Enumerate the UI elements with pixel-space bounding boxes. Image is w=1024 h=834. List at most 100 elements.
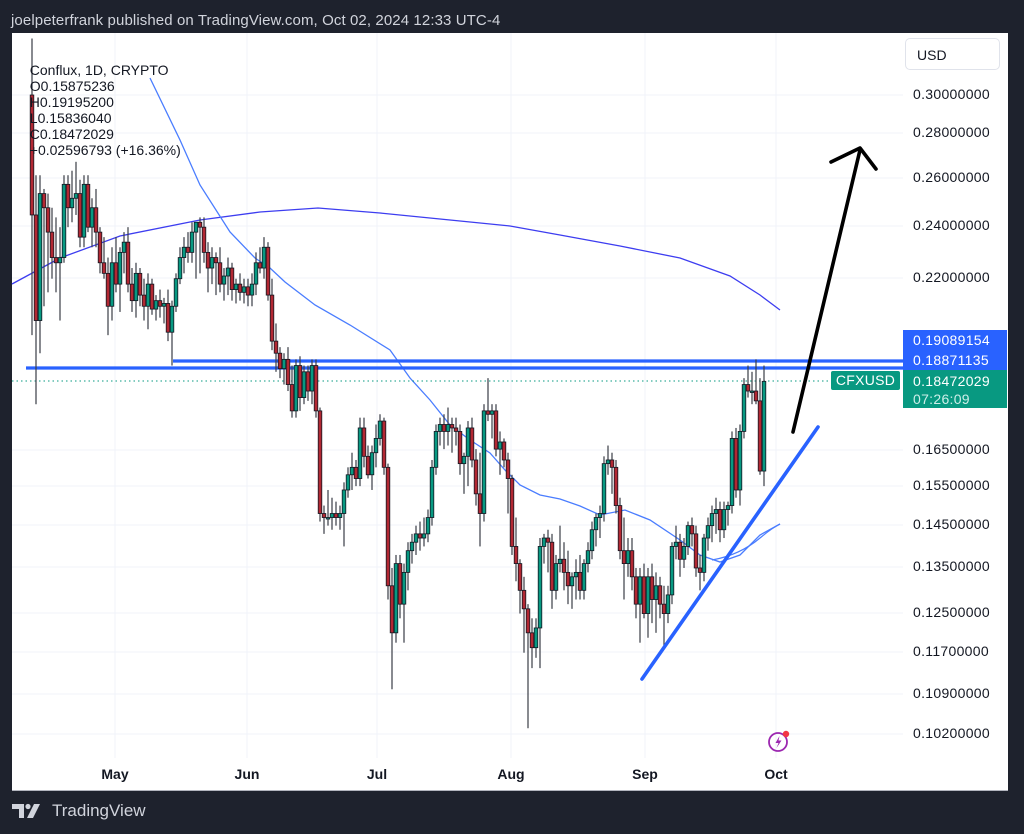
currency-button[interactable]: USD — [905, 38, 1000, 70]
candle — [221, 275, 227, 285]
candle — [369, 452, 375, 476]
candle — [549, 541, 555, 591]
candle — [457, 431, 463, 465]
candle — [449, 424, 455, 429]
candle — [657, 585, 663, 605]
candle — [261, 246, 267, 269]
candle — [93, 207, 99, 233]
candle — [101, 262, 107, 274]
candle — [393, 563, 399, 634]
candle — [241, 286, 247, 293]
candle — [617, 505, 623, 552]
candle — [365, 455, 371, 476]
candle — [361, 427, 367, 457]
candle — [441, 424, 447, 432]
footer-brand: TradingView — [12, 801, 146, 821]
candle — [229, 267, 235, 290]
candle — [609, 459, 615, 468]
events-lightning-icon[interactable] — [767, 729, 791, 753]
candle — [333, 513, 339, 518]
candle — [177, 257, 183, 280]
legend-low: L0.15836040 — [29, 110, 112, 126]
candle — [577, 571, 583, 591]
price-tick-label: 0.30000000 — [913, 86, 990, 102]
candle — [277, 352, 283, 370]
candle — [321, 513, 327, 518]
chart-panel[interactable] — [12, 33, 1008, 791]
candlesticks — [29, 38, 767, 729]
candle — [713, 509, 719, 514]
candle — [161, 303, 167, 307]
candle — [217, 262, 223, 285]
candle — [413, 533, 419, 543]
candle — [481, 410, 487, 514]
candle — [701, 537, 707, 573]
candle — [329, 513, 335, 518]
candle — [405, 550, 411, 573]
candle — [517, 563, 523, 591]
symbol-legend: Conflux, 1D, CRYPTO O0.15875236 H0.19195… — [22, 46, 190, 158]
candle — [649, 576, 655, 600]
candle — [57, 257, 63, 264]
candle — [493, 410, 499, 450]
price-tick-label: 0.14500000 — [913, 516, 990, 532]
candle — [209, 257, 215, 269]
candle — [745, 384, 751, 392]
candle — [629, 550, 635, 578]
candle — [193, 221, 199, 233]
price-tick-label: 0.26000000 — [913, 169, 990, 185]
price-tick-label: 0.22000000 — [913, 269, 990, 285]
candle — [401, 571, 407, 605]
candle — [505, 459, 511, 479]
candle — [465, 427, 471, 457]
candle — [625, 550, 631, 565]
candle — [633, 576, 639, 605]
candle — [65, 183, 71, 209]
candle — [129, 283, 135, 302]
candle — [533, 627, 539, 649]
candle — [357, 427, 363, 479]
candle — [469, 427, 475, 461]
time-tick-label: Sep — [632, 766, 658, 782]
candle — [585, 550, 591, 565]
legend-close: C0.18472029 — [29, 126, 114, 142]
price-tick-label: 0.10900000 — [913, 685, 990, 701]
candle — [545, 537, 551, 543]
candle — [29, 94, 35, 216]
candle — [265, 246, 271, 296]
candle — [573, 571, 579, 578]
support-trendline — [640, 425, 820, 681]
candle — [53, 257, 59, 264]
candle — [473, 459, 479, 495]
candle — [673, 541, 679, 547]
candle — [461, 455, 467, 465]
candle — [601, 463, 607, 514]
candle — [73, 193, 79, 199]
candle — [141, 294, 147, 307]
candle — [325, 517, 331, 520]
candle — [181, 246, 187, 258]
symbol-tag: CFXUSD — [831, 371, 900, 390]
candle — [169, 305, 175, 333]
candle — [725, 505, 731, 510]
candle — [737, 431, 743, 491]
candle — [117, 251, 123, 285]
candle — [305, 371, 311, 392]
price-tick-label: 0.24000000 — [913, 217, 990, 233]
candle — [425, 517, 431, 535]
candle — [337, 513, 343, 518]
candle — [685, 525, 691, 547]
candle — [637, 576, 643, 605]
legend-high: H0.19195200 — [29, 94, 114, 110]
candle — [501, 441, 507, 461]
price-tick-label: 0.10200000 — [913, 725, 990, 741]
price-tick-label: 0.28000000 — [913, 124, 990, 140]
candle — [41, 193, 47, 209]
candle — [433, 431, 439, 468]
price-tick-label: 0.16500000 — [913, 441, 990, 457]
time-tick-label: Jul — [366, 766, 388, 782]
candle — [689, 525, 695, 535]
price-tick-label: 0.13500000 — [913, 558, 990, 574]
candle — [741, 384, 747, 432]
